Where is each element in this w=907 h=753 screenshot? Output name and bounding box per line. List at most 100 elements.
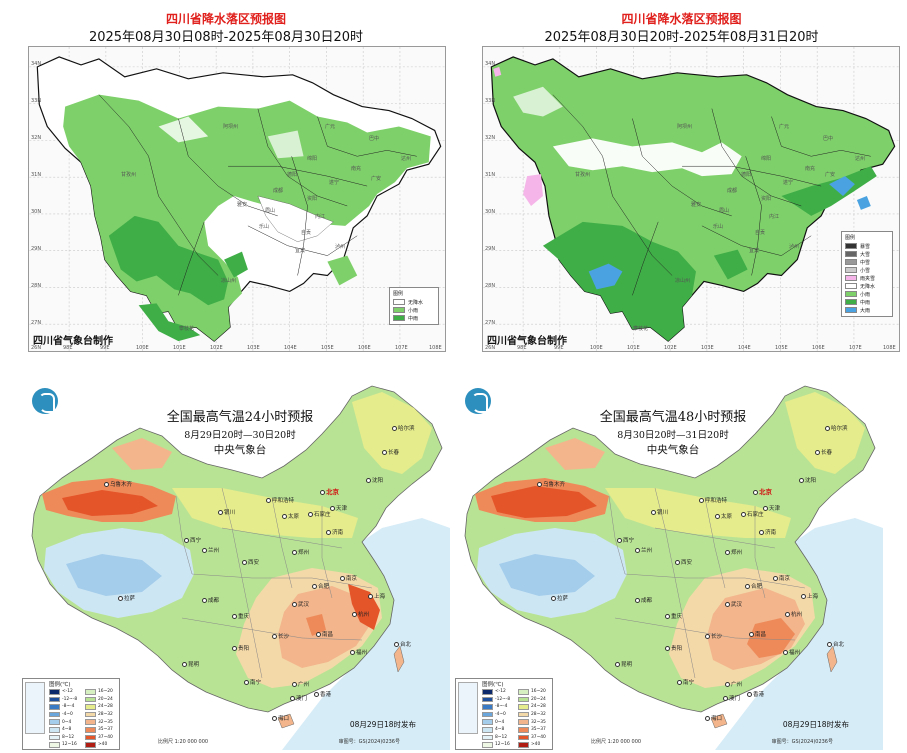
legend-swatch xyxy=(518,696,529,703)
legend-label: 无降水 xyxy=(408,299,424,306)
city-label: 内江 xyxy=(769,214,780,220)
legend-swatch xyxy=(393,299,405,305)
legend-label: 小雨 xyxy=(408,307,419,314)
lon-tick: 101E xyxy=(627,345,640,351)
city-label: 广元 xyxy=(779,124,790,130)
legend-swatch xyxy=(393,315,405,321)
city-label: 银川 xyxy=(651,508,668,516)
lon-tick: 101E xyxy=(173,345,186,351)
legend-item: 16~20 xyxy=(518,688,554,696)
legend-item: >40 xyxy=(518,741,554,749)
legend-title: 图例(℃) xyxy=(49,682,71,688)
city-label: 凉山州 xyxy=(675,278,691,284)
legend-swatch xyxy=(845,275,857,281)
legend-item: 中雨 xyxy=(393,314,435,322)
city-label: 南充 xyxy=(351,166,362,172)
legend-item: -4~0 xyxy=(482,711,518,719)
city-label: 杭州 xyxy=(785,610,802,618)
city-label: 长春 xyxy=(382,448,399,456)
legend-label: 12~16 xyxy=(62,742,77,748)
lon-tick: 102E xyxy=(210,345,223,351)
legend-swatch xyxy=(49,734,60,741)
legend-swatch xyxy=(845,307,857,313)
legend-item: 雨夹雪 xyxy=(845,274,889,282)
city-label: 成都 xyxy=(202,596,219,604)
city-label: 南昌 xyxy=(749,630,766,638)
legend-label: 20~24 xyxy=(98,696,113,702)
legend-item: >40 xyxy=(85,741,121,749)
lat-tick: 30N xyxy=(31,209,42,215)
legend-label: 小雨 xyxy=(860,291,871,298)
legend-item: 小雪 xyxy=(845,266,889,274)
legend-item: 35~37 xyxy=(85,726,121,734)
city-label: 眉山 xyxy=(265,208,276,214)
legend-label: -12~-8 xyxy=(62,696,78,702)
legend-label: 大雪 xyxy=(860,251,871,258)
city-label: 哈尔滨 xyxy=(825,424,848,432)
lon-tick: 98E xyxy=(63,345,73,351)
lat-tick: 32N xyxy=(485,135,496,141)
city-label: 乐山 xyxy=(713,224,724,230)
legend-label: 12~16 xyxy=(495,742,510,748)
city-label: 德阳 xyxy=(741,172,752,178)
city-label: 呼和浩特 xyxy=(699,496,727,504)
city-label: 沈阳 xyxy=(366,476,383,484)
city-label: 广州 xyxy=(292,680,309,688)
approval-number: 审图号：GS(2024)0236号 xyxy=(338,739,400,745)
legend-swatch xyxy=(845,259,857,265)
approval-number: 审图号：GS(2024)0236号 xyxy=(771,739,833,745)
lon-tick: 103E xyxy=(701,345,714,351)
legend-item: 35~37 xyxy=(518,726,554,734)
legend-label: 35~37 xyxy=(98,727,113,733)
legend-item: 12~16 xyxy=(482,741,518,749)
city-label: 绵阳 xyxy=(761,156,772,162)
legend-swatch xyxy=(49,742,60,748)
city-label: 兰州 xyxy=(202,546,219,554)
city-label: 南京 xyxy=(773,574,790,582)
city-label: 攀枝花 xyxy=(179,326,195,332)
temp-legend: 图例(℃) <-12 16~20 -12~-8 20~24 -8~-4 24~2… xyxy=(22,678,120,750)
city-label: 自贡 xyxy=(755,230,766,236)
legend-label: 小雪 xyxy=(860,267,871,274)
legend-item: 32~35 xyxy=(518,718,554,726)
release-time: 08月29日18时发布 xyxy=(782,720,849,729)
legend-item: 0~4 xyxy=(49,718,85,726)
rain-map-title: 四川省降水落区预报图 xyxy=(621,12,742,26)
legend-swatch xyxy=(482,704,493,710)
city-label: 巴中 xyxy=(823,136,834,142)
legend-swatch xyxy=(85,727,96,733)
temp-legend: 图例(℃) <-12 16~20 -12~-8 20~24 -8~-4 24~2… xyxy=(455,678,553,750)
legend-swatch xyxy=(482,711,493,718)
city-label: 海口 xyxy=(272,714,289,722)
legend-swatch xyxy=(85,689,96,695)
city-label: 拉萨 xyxy=(551,594,568,602)
rain-map-plot: 34N 33N 32N 31N 30N 29N 28N 27N 26N 98E … xyxy=(482,46,900,352)
lon-tick: 99E xyxy=(554,345,564,351)
lon-tick: 108E xyxy=(429,345,442,351)
legend-label: 中雨 xyxy=(408,315,419,322)
legend-item: 16~20 xyxy=(85,688,121,696)
city-label: 杭州 xyxy=(352,610,369,618)
city-label: 资阳 xyxy=(307,196,318,202)
lon-tick: 99E xyxy=(100,345,110,351)
legend-item: 中雪 xyxy=(845,258,889,266)
lon-tick: 100E xyxy=(136,345,149,351)
lat-tick: 28N xyxy=(31,283,42,289)
city-label: 宜宾 xyxy=(295,248,306,254)
legend-label: <-12 xyxy=(495,689,506,695)
city-label: 香港 xyxy=(747,690,764,698)
city-label: 沈阳 xyxy=(799,476,816,484)
city-label: 南宁 xyxy=(677,678,694,686)
legend-item: 37~40 xyxy=(518,734,554,742)
lat-tick: 33N xyxy=(485,98,496,104)
city-label: 贵阳 xyxy=(665,644,682,652)
city-label: 西安 xyxy=(242,558,259,566)
legend-swatch xyxy=(85,696,96,703)
city-label: 香港 xyxy=(314,690,331,698)
legend-title: 图例 xyxy=(393,291,404,297)
temp-map-panel-24h: 全国最高气温24小时预报 8月29日20时—30日20时 中央气象台 乌鲁木齐 … xyxy=(22,378,450,750)
capital-label: 北京 xyxy=(320,486,339,496)
temp-map-org: 中央气象台 xyxy=(213,444,267,456)
legend-item: 20~24 xyxy=(518,696,554,704)
city-label: 郑州 xyxy=(725,548,742,556)
